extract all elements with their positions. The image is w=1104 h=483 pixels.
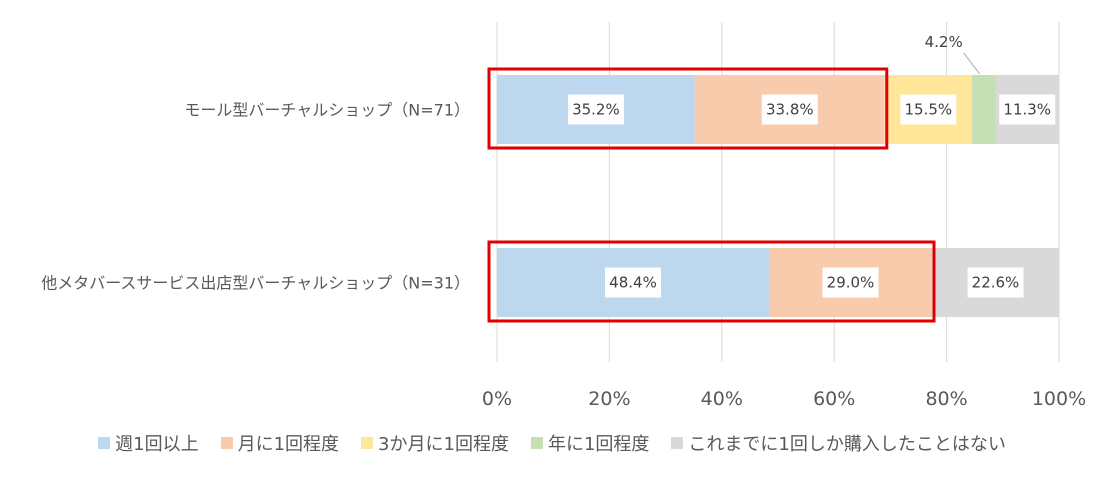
x-tick-label: 60% <box>813 388 855 410</box>
highlight-boxes <box>487 67 936 323</box>
legend-item: 週1回以上 <box>98 430 199 456</box>
legend-item: これまでに1回しか購入したことはない <box>671 430 1006 456</box>
callout-leader-line <box>963 52 981 75</box>
data-label-box <box>900 94 957 125</box>
data-label-box <box>822 267 879 298</box>
x-tick-label: 0% <box>482 388 512 410</box>
data-label: 29.0% <box>827 274 875 292</box>
data-label-box <box>999 94 1056 125</box>
data-label: 48.4% <box>609 274 657 292</box>
legend: 週1回以上 月に1回程度 3か月に1回程度 年に1回程度 これまでに1回しか購入したこと… <box>0 428 1104 458</box>
legend-label: 3か月に1回程度 <box>378 434 509 455</box>
x-tick-label: 80% <box>925 388 967 410</box>
legend-swatch <box>361 437 374 449</box>
x-tick-label: 100% <box>1032 388 1086 410</box>
legend-label: これまでに1回しか購入したことはない <box>688 434 1006 455</box>
legend-label: 週1回以上 <box>115 434 199 455</box>
x-tick-label: 20% <box>588 388 630 410</box>
category-labels: モール型バーチャルショップ（N=71） 他メタバースサービス出店型バーチャルショッ… <box>41 101 470 293</box>
category-label: モール型バーチャルショップ（N=71） <box>184 101 470 120</box>
data-labels: 35.2% 33.8% 15.5% 4.2% 11.3% 48.4% 29.0% 22.6% <box>567 33 1056 298</box>
data-label: 33.8% <box>766 101 814 119</box>
legend-swatch <box>530 437 543 449</box>
data-label: 35.2% <box>572 101 620 119</box>
highlight-box <box>487 67 889 150</box>
stacked-bar-chart: 35.2% 33.8% 15.5%4.2%11.3%48.4% 29.0% 22.6% … <box>41 22 1086 410</box>
data-label: 22.6% <box>972 274 1020 292</box>
x-tick-label: 40% <box>701 388 743 410</box>
legend-swatch <box>220 437 233 449</box>
data-label-box <box>761 94 818 125</box>
data-label: 15.5% <box>905 101 953 119</box>
legend-item: 3か月に1回程度 <box>361 430 509 456</box>
highlight-box <box>487 240 936 323</box>
data-label-box <box>605 267 662 298</box>
data-label: 4.2% <box>925 33 963 51</box>
data-label: 11.3% <box>1003 101 1051 119</box>
legend-item: 年に1回程度 <box>530 430 650 456</box>
legend-swatch <box>671 437 684 449</box>
legend-item: 月に1回程度 <box>220 430 340 456</box>
category-label: 他メタバースサービス出店型バーチャルショップ（N=31） <box>41 274 470 293</box>
legend-label: 年に1回程度 <box>547 434 650 455</box>
legend-label: 月に1回程度 <box>237 434 340 455</box>
legend-swatch <box>98 437 111 449</box>
data-label-box <box>967 267 1024 298</box>
bar-segment <box>971 75 996 144</box>
data-label-box <box>567 94 624 125</box>
x-axis-ticks: 0% 20% 40% 60% 80% 100% <box>482 388 1086 410</box>
